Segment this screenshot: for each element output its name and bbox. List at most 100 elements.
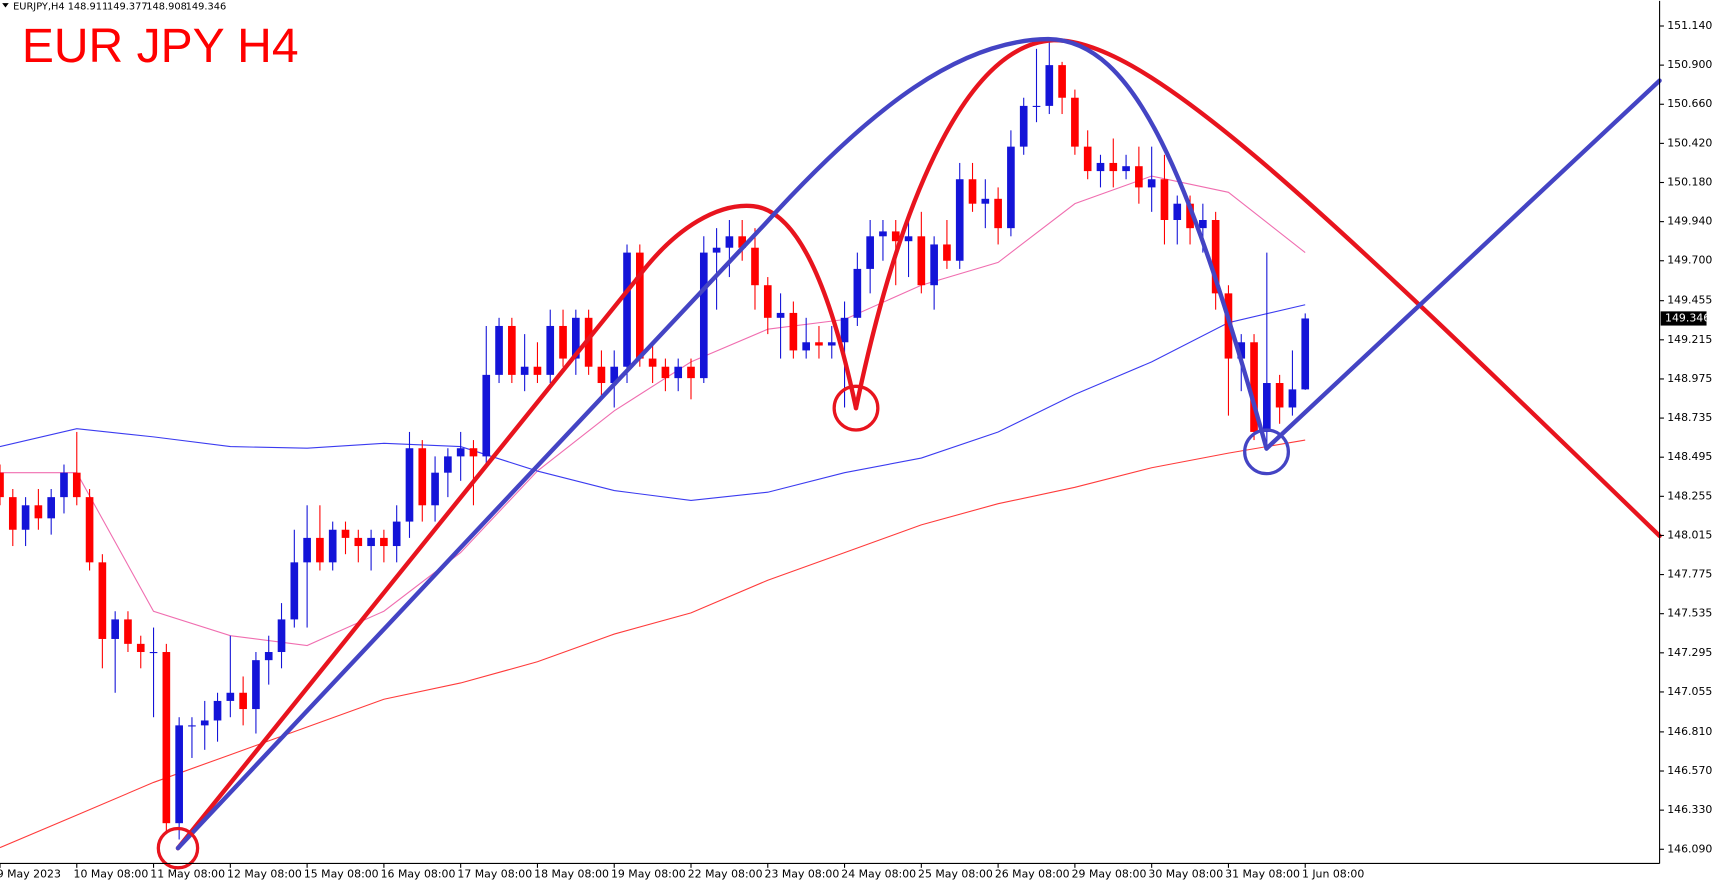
candle-body [1045,65,1054,106]
candle-body [802,342,810,351]
current-price-box [1660,311,1707,326]
candle-body [1032,105,1041,107]
candle-body [533,366,542,375]
y-tick-label: 146.090 [1667,842,1712,855]
candle-body [994,198,1002,229]
x-tick-label: 12 May 08:00 [227,867,302,880]
candle-body [853,268,862,318]
candle-body [1160,179,1169,220]
moving-average-line [0,175,1306,647]
candle-body [354,537,363,547]
y-tick-label: 147.775 [1667,568,1712,581]
candle-body [572,317,580,359]
y-tick-label: 146.810 [1667,725,1712,738]
candle-body [559,325,567,359]
candle-body [776,312,785,318]
candle-body [188,725,196,727]
candle-body [367,537,375,547]
y-tick-label: 146.330 [1667,803,1712,816]
candle-body [879,231,887,237]
x-tick-label: 19 May 08:00 [611,867,686,880]
current-price-label: 149.346 [1665,311,1710,324]
candle-body [1288,389,1297,408]
candle-body [34,505,43,519]
y-tick-label: 149.455 [1667,294,1712,307]
x-tick-label: 10 May 08:00 [74,867,149,880]
moving-average-line [0,439,1306,849]
header-high: 149.377 [107,1,148,12]
candle-body [392,521,401,547]
candle-body [815,342,823,346]
y-tick-label: 148.735 [1667,411,1712,424]
annotations [156,36,1662,870]
candle-body [1186,203,1194,229]
x-tick-label: 11 May 08:00 [150,867,225,880]
x-tick-label: 1 Jun 08:00 [1302,867,1364,880]
y-tick-label: 147.535 [1667,607,1712,620]
y-tick-label: 148.255 [1667,489,1712,502]
candle-body [955,179,964,261]
candle-body [405,448,414,522]
y-tick-label: 150.180 [1667,176,1712,189]
candle-body [738,236,747,248]
candle-body [1301,318,1310,390]
y-tick-label: 147.295 [1667,646,1712,659]
candle-body [200,720,209,726]
candle-body [1083,146,1092,172]
candle-body [520,366,529,375]
candle-body [341,529,350,538]
candle-body [8,497,17,530]
candle-body [1173,203,1182,220]
candle-body [1007,146,1015,229]
candle-body [1275,383,1284,408]
y-tick-label: 150.420 [1667,136,1712,149]
header-open: 148.911 [68,1,109,12]
y-tick-label: 148.975 [1667,372,1712,385]
candle-body [1122,166,1130,172]
candle-body [687,366,695,379]
candle-body [418,448,427,506]
x-tick-label: 18 May 08:00 [534,867,609,880]
candle-body [866,236,874,269]
header-close: 149.346 [186,1,227,12]
candle-body [635,252,644,359]
candle-body [699,252,708,379]
x-tick-label: 23 May 08:00 [765,867,840,880]
candle-body [469,448,478,457]
candle-body [431,472,439,506]
candle-body [712,247,721,253]
candle-body [1019,105,1028,147]
x-tick-label: 24 May 08:00 [841,867,916,880]
blue-arc [175,36,1269,851]
y-tick-label: 150.900 [1667,58,1712,71]
candle-body [789,312,798,351]
y-tick-label: 148.495 [1667,450,1712,463]
candle-body [508,325,516,375]
candle-body [1071,97,1079,147]
candle-body [943,244,951,261]
candle-body [827,342,836,346]
x-tick-label: 17 May 08:00 [457,867,532,880]
candle-body [98,562,107,639]
candle-body [149,652,158,654]
moving-average-line [0,304,1306,501]
candle-body [584,317,593,367]
y-tick-label: 148.015 [1667,528,1712,541]
chart-title: EUR JPY H4 [22,20,299,73]
candle-body [136,643,145,653]
candle-body [1147,179,1156,188]
blue-circle [1243,428,1291,476]
candle-body [226,692,235,701]
x-tick-label: 29 May 08:00 [1072,867,1147,880]
candle-body [917,236,926,286]
candle-body [482,374,491,457]
candle-body [85,497,94,563]
x-tick-label: 31 May 08:00 [1225,867,1300,880]
header-symbol: EURJPY,H4 [13,1,65,12]
candle-body [277,619,286,653]
y-tick-label: 150.660 [1667,97,1712,110]
x-tick-label: 25 May 08:00 [918,867,993,880]
candle-body [21,505,30,530]
x-tick-label: 16 May 08:00 [381,867,456,880]
